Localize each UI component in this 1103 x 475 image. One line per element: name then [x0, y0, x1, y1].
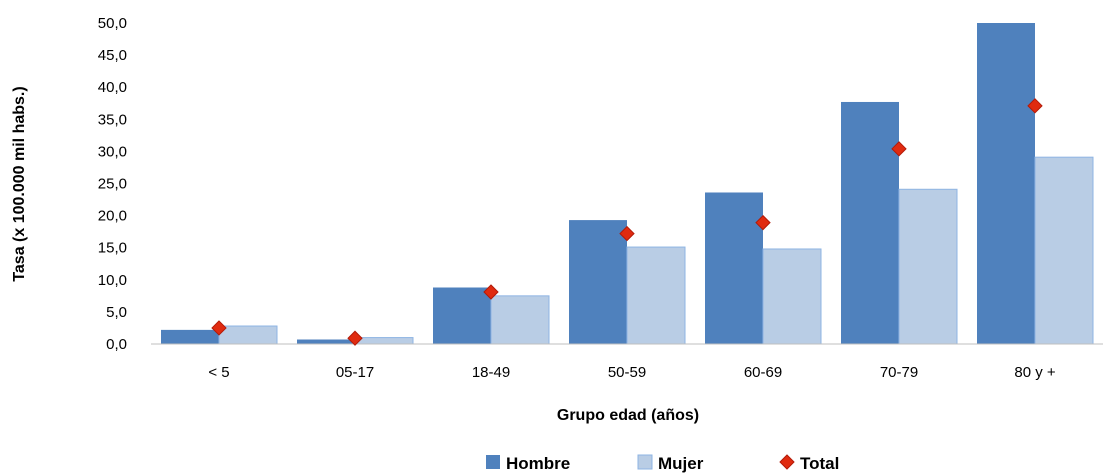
bar-mujer-2 [490, 295, 550, 345]
bar-hombre-1 [297, 339, 355, 344]
bar-mujer-0 [218, 325, 278, 345]
marker-total-2 [483, 284, 499, 300]
legend-label-mujer: Mujer [658, 454, 704, 473]
legend-swatch-total [779, 454, 795, 470]
bar-hombre-5 [841, 101, 899, 344]
y-tick-labels: 0,0 5,0 10,0 15,0 20,0 25,0 30,0 35,0 40,0 45,0 50… [98, 15, 127, 353]
bar-mujer-4 [762, 248, 822, 345]
y-tick-label: 50,0 [98, 15, 127, 32]
y-tick-label: 40,0 [98, 79, 127, 96]
bar-hombre-2 [433, 287, 491, 344]
x-axis-title: Grupo edad (años) [557, 407, 699, 424]
markers-layer [211, 98, 1043, 346]
y-tick-label: 0,0 [106, 336, 127, 353]
bars-layer [161, 23, 1094, 345]
y-tick-label: 20,0 [98, 208, 127, 225]
x-tick-label: < 5 [208, 364, 229, 381]
marker-total-5 [891, 141, 907, 157]
legend-label-total: Total [800, 454, 839, 473]
marker-total-3 [619, 225, 635, 242]
marker-total-4 [755, 214, 771, 231]
y-tick-label: 15,0 [98, 240, 127, 257]
bar-hombre-6 [977, 23, 1035, 344]
x-tick-label: 18-49 [472, 364, 510, 381]
x-tick-label: 70-79 [880, 364, 918, 381]
bar-mujer-6 [1034, 156, 1094, 345]
marker-total-1 [347, 330, 363, 346]
marker-total-0 [211, 320, 227, 336]
y-tick-label: 35,0 [98, 111, 127, 128]
x-tick-labels: < 5 05-17 18-49 50-59 60-69 70-79 80 y + [208, 364, 1056, 381]
y-axis-title: Tasa (x 100.000 mil habs.) [11, 86, 28, 281]
y-tick-label: 25,0 [98, 176, 127, 193]
bar-hombre-0 [161, 329, 219, 344]
legend: Hombre Mujer Total [486, 454, 839, 473]
marker-total-6 [1027, 98, 1043, 114]
bar-hombre-3 [569, 220, 627, 344]
x-tick-label: 80 y + [1014, 364, 1056, 381]
y-tick-label: 45,0 [98, 47, 127, 64]
legend-swatch-mujer [637, 454, 653, 470]
x-tick-label: 50-59 [608, 364, 646, 381]
legend-swatch-hombre [486, 455, 500, 469]
y-tick-label: 30,0 [98, 143, 127, 160]
y-tick-label: 5,0 [106, 304, 127, 321]
bar-mujer-1 [354, 337, 414, 345]
bar-mujer-3 [626, 246, 686, 345]
x-tick-label: 05-17 [336, 364, 374, 381]
bar-mujer-5 [898, 188, 958, 345]
y-tick-label: 10,0 [98, 272, 127, 289]
x-tick-label: 60-69 [744, 364, 782, 381]
legend-label-hombre: Hombre [506, 454, 570, 473]
bar-hombre-4 [705, 192, 763, 344]
